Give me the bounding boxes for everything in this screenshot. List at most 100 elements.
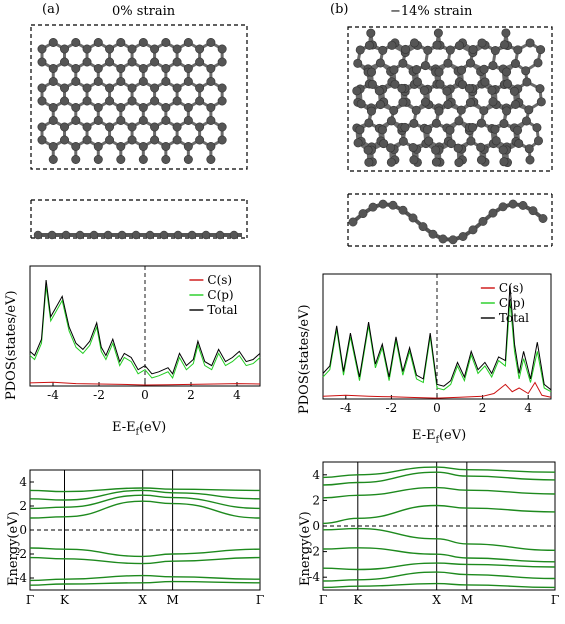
carbon-atom [93,155,103,165]
carbon-atom [195,135,205,145]
carbon-atom [161,116,171,126]
carbon-atom [172,57,182,67]
carbon-atom [431,145,441,155]
pdos-a-xlabel: E-Ef(eV) [112,420,167,438]
panel-a-strain: 0% strain [112,4,176,19]
carbon-atom [431,157,441,167]
carbon-atom [353,138,363,148]
kpoint-label: Γ [26,593,34,607]
carbon-atom [82,83,92,93]
carbon-atom [105,83,115,93]
structure-a-top-view [30,24,248,170]
kpoint-label: Γ [256,593,264,607]
carbon-atom [420,97,430,107]
carbon-atom [435,79,445,89]
x-tick-label: 0 [141,388,149,402]
structure-a-side-view [30,199,248,240]
carbon-atom [206,63,216,73]
carbon-atom [61,230,71,240]
carbon-atom [454,116,464,126]
carbon-atom [183,155,193,165]
cell-box [30,199,248,239]
carbon-atom [217,135,227,145]
carbon-atom [476,118,486,128]
carbon-atom [491,136,501,146]
carbon-atom [390,79,400,89]
carbon-atom [398,205,408,215]
carbon-atom [490,46,500,56]
carbon-atom [150,135,160,145]
carbon-atom [457,65,467,75]
x-tick-label: 4 [524,401,532,415]
carbon-atom [456,105,466,115]
x-tick-label: -4 [340,401,352,415]
carbon-atom [161,103,171,113]
carbon-atom [434,106,444,116]
carbon-atom [442,86,452,96]
carbon-atom [509,86,519,96]
band-4 [29,500,261,519]
carbon-atom [93,76,103,86]
carbon-atom [75,230,85,240]
carbon-atom [195,44,205,54]
carbon-atom [488,208,498,218]
kpoint-label: Γ [319,593,327,607]
carbon-atom [116,63,126,73]
carbon-atom [386,143,396,153]
carbon-atom [159,230,169,240]
carbon-atom [408,213,418,223]
carbon-atom [454,41,464,51]
carbon-atom [468,122,478,132]
carbon-atom [116,103,126,113]
carbon-atom [117,230,127,240]
carbon-atom [37,83,47,93]
band-0 [322,582,556,589]
carbon-atom [409,155,419,165]
carbon-atom [37,44,47,54]
band-3 [29,547,261,558]
carbon-atom [48,76,58,86]
carbon-atom [71,76,81,86]
carbon-atom [508,199,518,209]
carbon-atom [138,116,148,126]
carbon-atom [513,45,523,55]
carbon-atom [378,45,388,55]
carbon-atom [448,235,458,245]
carbon-atom [352,86,362,96]
carbon-atom [502,106,512,116]
carbon-atom [458,80,468,90]
carbon-atom [48,63,58,73]
carbon-atom [358,209,368,219]
carbon-atom [476,142,486,152]
cell-box [30,24,248,170]
carbon-atom [47,230,57,240]
carbon-atom [127,122,137,132]
carbon-atom [60,44,70,54]
carbon-atom [498,202,508,212]
carbon-atom [431,118,441,128]
x-tick-label: -4 [47,388,59,402]
legend-label: C(s) [499,281,524,295]
carbon-atom [377,125,387,135]
carbon-atom [172,122,182,132]
carbon-atom [465,98,475,108]
carbon-atom [501,28,511,38]
cell-box [347,193,553,247]
carbon-atom [37,96,47,106]
carbon-atom [525,38,535,48]
carbon-atom [525,155,535,165]
carbon-atom [379,139,389,149]
kpoint-label: M [166,593,178,607]
carbon-atom [60,83,70,93]
carbon-atom [217,83,227,93]
band-a-ylabel: Energy(eV) [6,511,21,586]
carbon-atom [355,125,365,135]
carbon-atom [400,122,410,132]
carbon-atom [217,96,227,106]
y-tick-label: 0 [312,519,320,533]
carbon-atom [150,122,160,132]
carbon-atom [366,28,376,38]
carbon-atom [445,45,455,55]
carbon-atom [138,76,148,86]
carbon-atom [468,44,478,54]
